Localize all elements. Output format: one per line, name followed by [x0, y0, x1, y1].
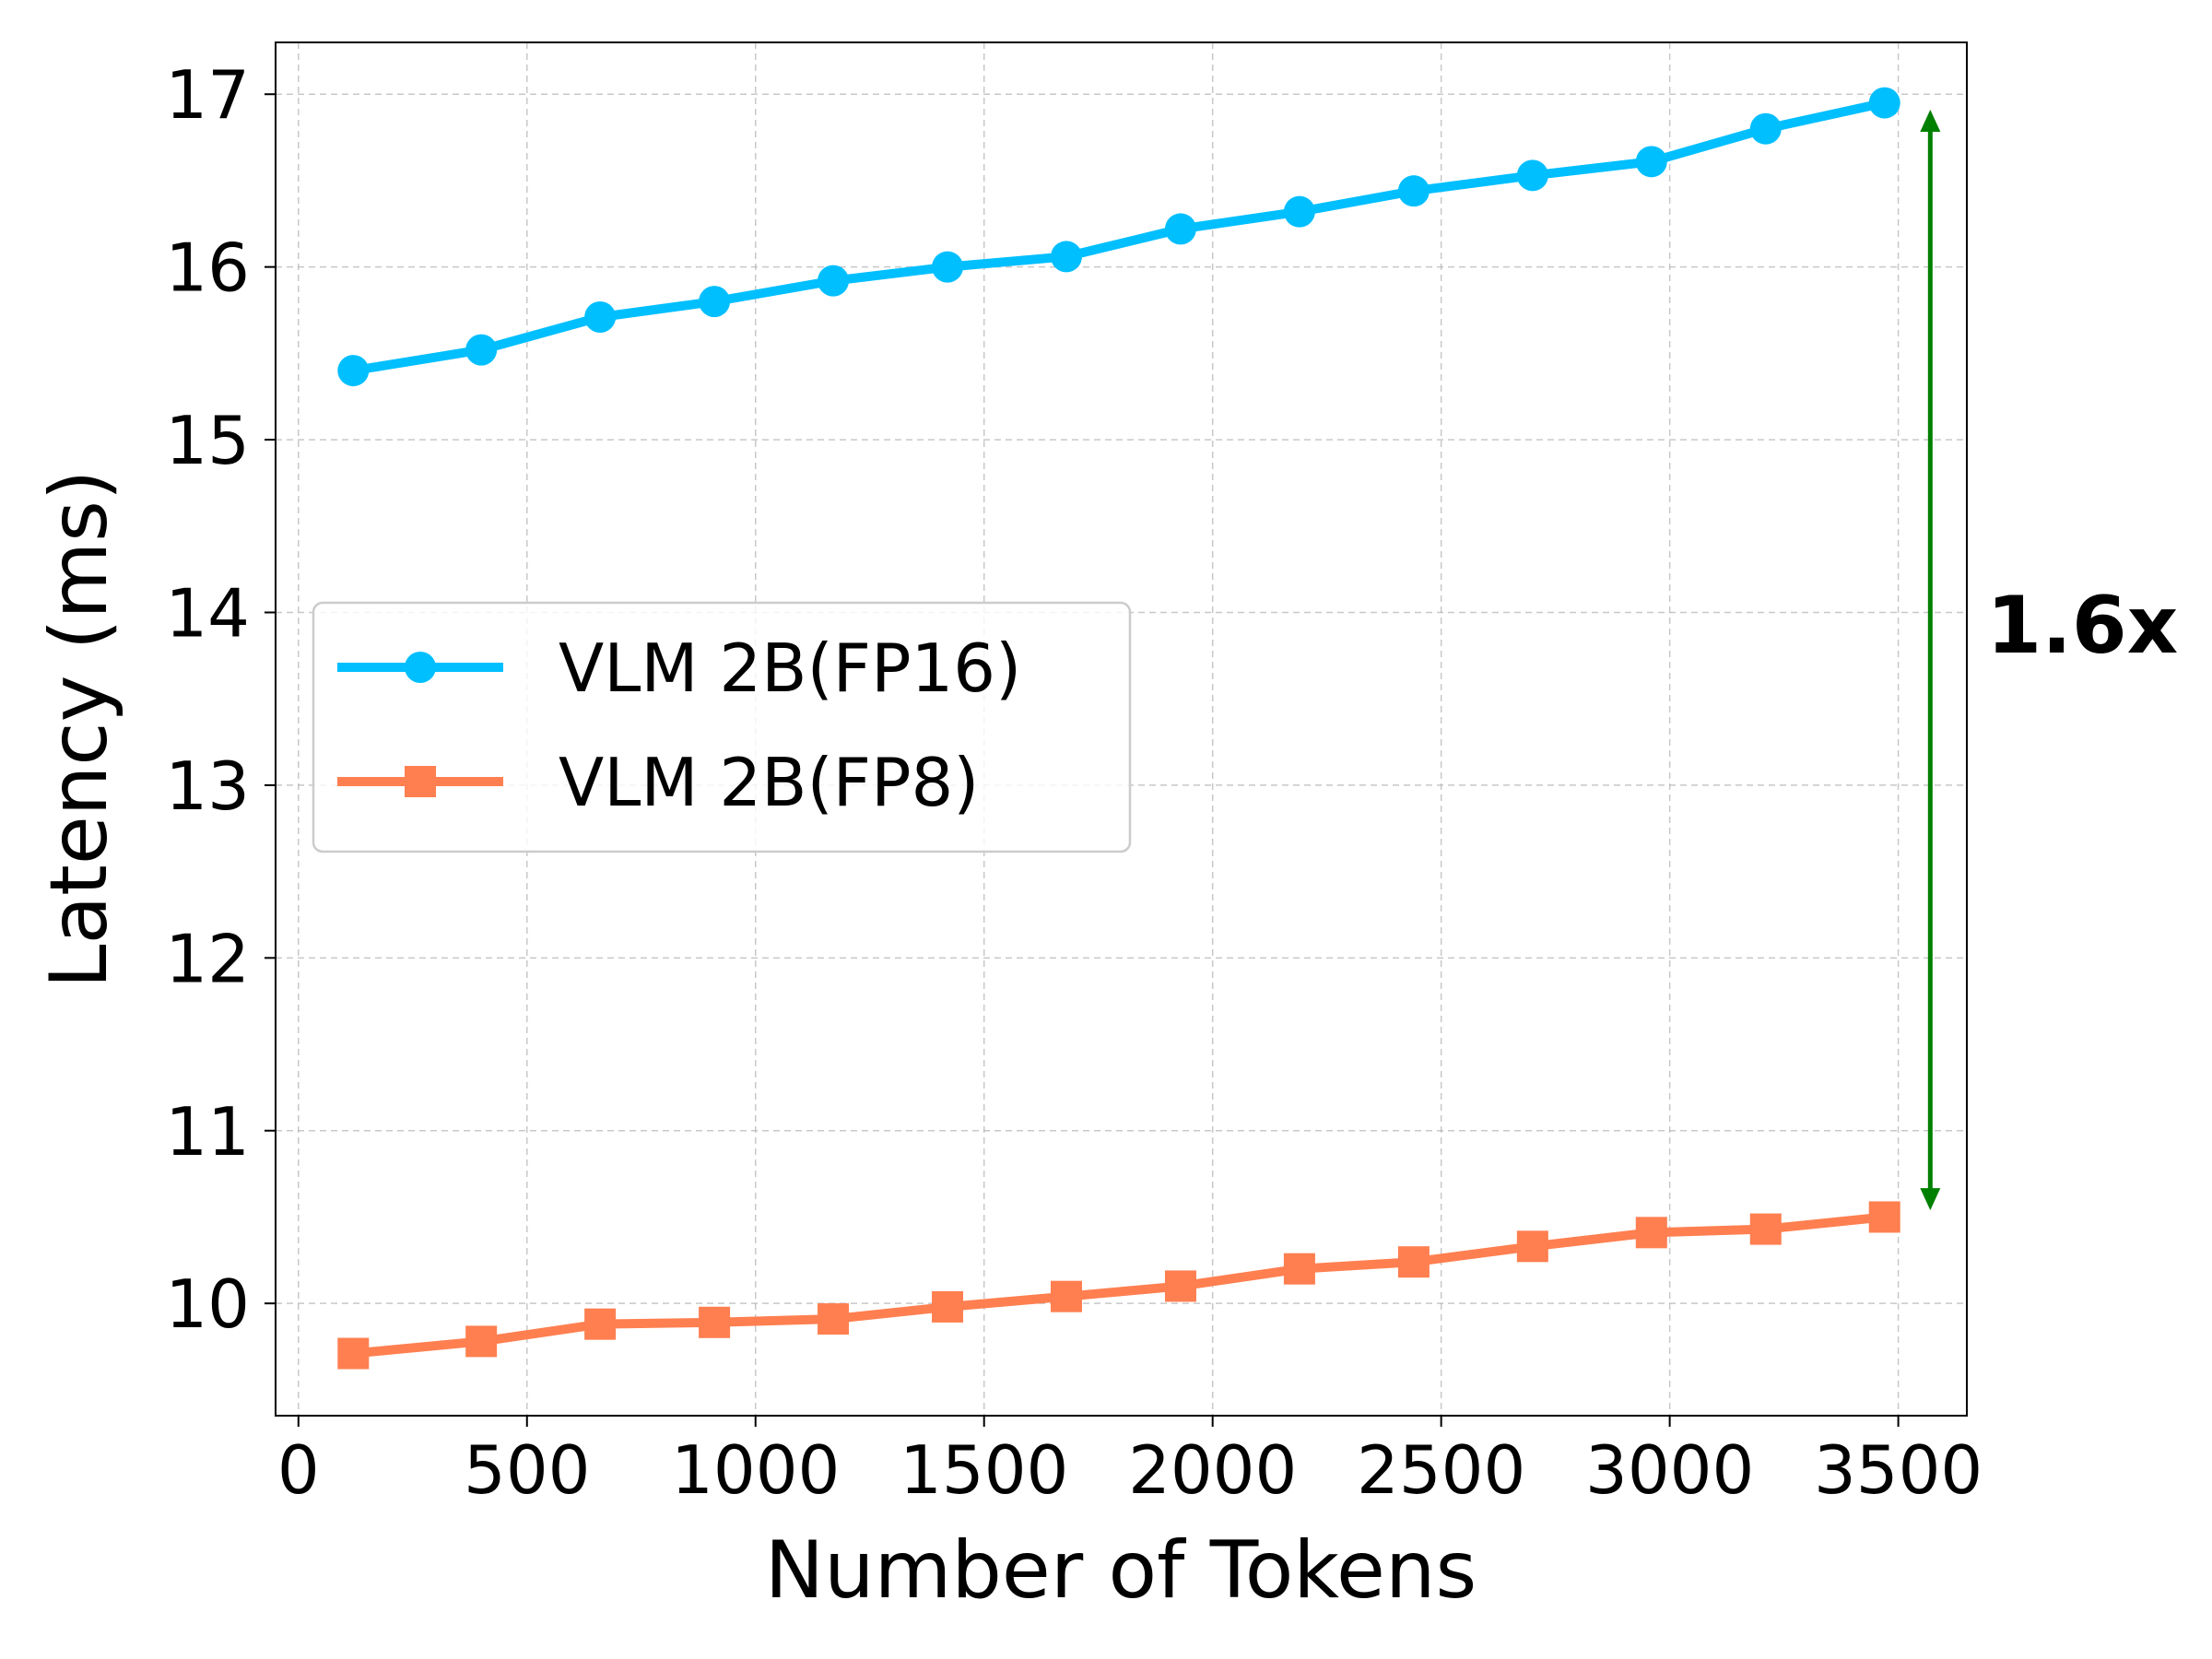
series-line-fp16	[348, 98, 1889, 376]
data-point-fp16	[1050, 241, 1082, 273]
x-axis-label: Number of Tokens	[765, 1524, 1477, 1617]
data-point-fp8	[1516, 1230, 1548, 1263]
series-layer	[337, 87, 1900, 1370]
data-point-fp8	[818, 1303, 850, 1335]
data-point-fp8	[1164, 1270, 1196, 1302]
legend-fp8-marker	[405, 766, 436, 797]
ratio-arrow-head-bottom	[1920, 1188, 1941, 1211]
x-tick-label: 2000	[1128, 1431, 1297, 1509]
x-tick-label: 3500	[1814, 1431, 1983, 1509]
data-point-fp16	[1283, 195, 1315, 228]
legend: VLM 2B(FP16) VLM 2B(FP8)	[312, 601, 1132, 853]
data-point-fp8	[1397, 1246, 1430, 1278]
legend-fp16-label: VLM 2B(FP16)	[559, 629, 1021, 707]
data-point-fp8	[1749, 1213, 1782, 1245]
data-point-fp16	[818, 265, 850, 297]
y-tick-label: 15	[165, 402, 250, 479]
y-tick-label: 17	[165, 56, 250, 134]
data-point-fp8	[584, 1308, 617, 1340]
data-point-fp8	[1868, 1201, 1900, 1233]
y-axis-label: Latency (ms)	[33, 470, 125, 989]
ratio-arrow-head-top	[1920, 109, 1941, 132]
x-tick-label: 1000	[671, 1431, 840, 1509]
series-line-fp8	[348, 1212, 1889, 1359]
x-tick-label: 3000	[1585, 1431, 1754, 1509]
y-tick-label: 14	[165, 574, 250, 652]
data-point-fp16	[465, 334, 498, 366]
data-point-fp16	[1868, 87, 1900, 119]
data-point-fp8	[1635, 1217, 1667, 1249]
y-tick-label: 12	[165, 920, 250, 997]
data-point-fp16	[699, 286, 731, 318]
data-point-fp8	[932, 1290, 964, 1323]
annotations: 1.6x	[1920, 109, 2178, 1211]
y-tick-label: 13	[165, 747, 250, 825]
data-point-fp16	[584, 301, 617, 333]
x-tick-label: 0	[277, 1431, 320, 1509]
legend-fp16-marker	[405, 652, 436, 683]
legend-frame	[312, 601, 1132, 853]
x-tick-label: 500	[464, 1431, 590, 1509]
data-point-fp16	[337, 355, 370, 387]
data-point-fp16	[1164, 213, 1196, 245]
plot-frame	[275, 41, 1968, 1417]
y-tick-label: 11	[165, 1093, 250, 1171]
x-tick-label: 1500	[900, 1431, 1068, 1509]
axis-ticks: 0 500 1000 1500 2000 2500 3000 3500 10 11 12 13 14 15…	[165, 56, 1983, 1509]
data-point-fp8	[465, 1325, 498, 1358]
data-point-fp16	[1749, 112, 1782, 145]
data-point-fp16	[1397, 175, 1430, 207]
ratio-annotation-label: 1.6x	[1986, 580, 2178, 672]
y-tick-label: 10	[165, 1265, 250, 1343]
x-tick-label: 2500	[1357, 1431, 1525, 1509]
data-point-fp16	[1635, 146, 1667, 178]
data-point-fp8	[699, 1306, 731, 1338]
data-point-fp8	[337, 1337, 370, 1370]
data-point-fp16	[1516, 159, 1548, 192]
y-tick-label: 16	[165, 229, 250, 307]
data-point-fp8	[1050, 1280, 1082, 1312]
legend-fp8-label: VLM 2B(FP8)	[559, 744, 979, 821]
data-point-fp8	[1283, 1253, 1315, 1285]
data-point-fp16	[932, 251, 964, 283]
